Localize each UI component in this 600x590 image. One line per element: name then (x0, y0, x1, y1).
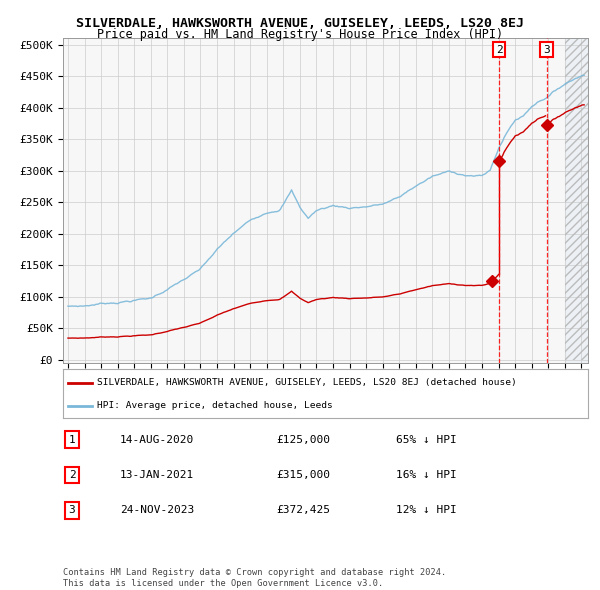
Text: 3: 3 (543, 45, 550, 55)
Text: HPI: Average price, detached house, Leeds: HPI: Average price, detached house, Leed… (97, 401, 333, 410)
Text: This data is licensed under the Open Government Licence v3.0.: This data is licensed under the Open Gov… (63, 579, 383, 588)
Text: SILVERDALE, HAWKSWORTH AVENUE, GUISELEY, LEEDS, LS20 8EJ: SILVERDALE, HAWKSWORTH AVENUE, GUISELEY,… (76, 17, 524, 30)
Text: £315,000: £315,000 (276, 470, 330, 480)
Text: 3: 3 (68, 506, 76, 515)
Text: 24-NOV-2023: 24-NOV-2023 (120, 506, 194, 515)
Text: 16% ↓ HPI: 16% ↓ HPI (396, 470, 457, 480)
Text: 12% ↓ HPI: 12% ↓ HPI (396, 506, 457, 515)
Text: 2: 2 (68, 470, 76, 480)
Text: £125,000: £125,000 (276, 435, 330, 444)
Text: 1: 1 (68, 435, 76, 444)
Text: Price paid vs. HM Land Registry's House Price Index (HPI): Price paid vs. HM Land Registry's House … (97, 28, 503, 41)
Text: 14-AUG-2020: 14-AUG-2020 (120, 435, 194, 444)
Bar (565, 38, 588, 360)
Text: 13-JAN-2021: 13-JAN-2021 (120, 470, 194, 480)
Text: SILVERDALE, HAWKSWORTH AVENUE, GUISELEY, LEEDS, LS20 8EJ (detached house): SILVERDALE, HAWKSWORTH AVENUE, GUISELEY,… (97, 378, 517, 388)
Text: Contains HM Land Registry data © Crown copyright and database right 2024.: Contains HM Land Registry data © Crown c… (63, 568, 446, 576)
Bar (565, 38, 588, 363)
Text: 65% ↓ HPI: 65% ↓ HPI (396, 435, 457, 444)
Text: £372,425: £372,425 (276, 506, 330, 515)
Text: 2: 2 (496, 45, 503, 55)
